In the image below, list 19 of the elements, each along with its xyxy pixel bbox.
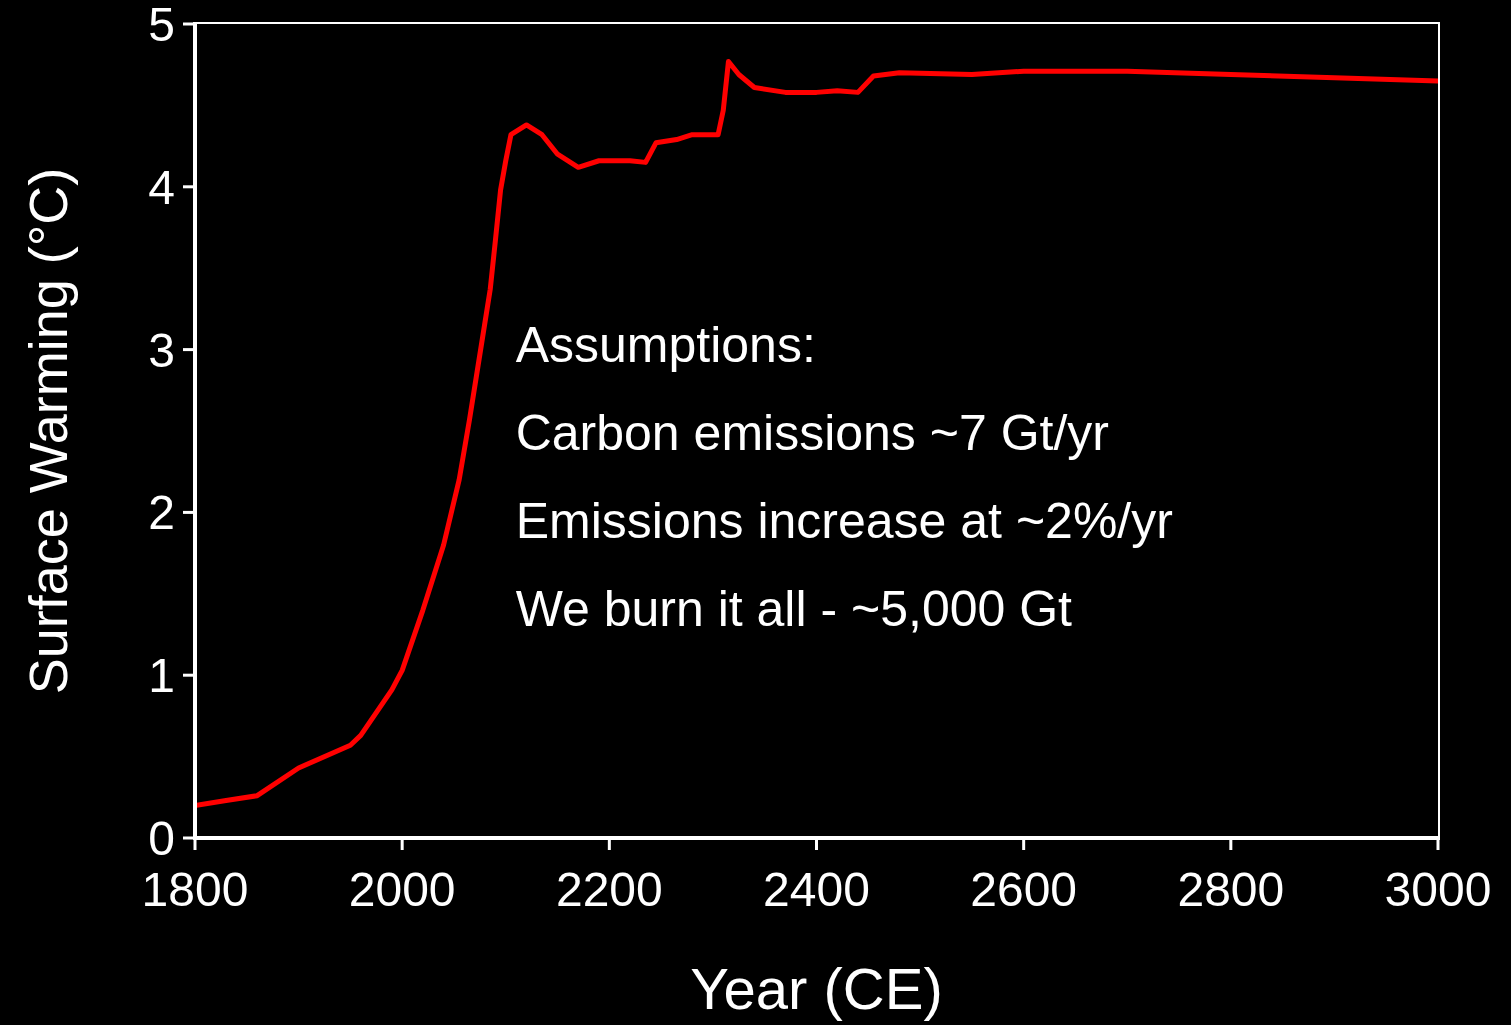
y-tick-label: 0 (148, 812, 175, 866)
annotation: We burn it all - ~5,000 Gt (515, 579, 1073, 639)
x-tick-label: 2000 (348, 863, 456, 917)
x-tick-label: 2200 (555, 863, 663, 917)
y-tick-label: 5 (148, 0, 175, 52)
y-axis-title: Surface Warming (°C) (18, 167, 79, 695)
y-tick-label: 1 (148, 649, 175, 703)
x-tick-label: 1800 (141, 863, 249, 917)
x-axis-title: Year (CE) (690, 956, 943, 1021)
x-tick-label: 2600 (970, 863, 1078, 917)
y-tick-label: 3 (148, 323, 175, 377)
x-tick-label: 3000 (1384, 863, 1492, 917)
x-tick-label: 2800 (1177, 863, 1285, 917)
x-tick-label: 2400 (763, 863, 870, 917)
y-tick-label: 2 (148, 486, 175, 540)
annotation: Assumptions: (515, 315, 817, 375)
annotation: Emissions increase at ~2%/yr (515, 491, 1173, 551)
annotation: Carbon emissions ~7 Gt/yr (515, 403, 1110, 463)
y-tick-label: 4 (148, 160, 175, 214)
